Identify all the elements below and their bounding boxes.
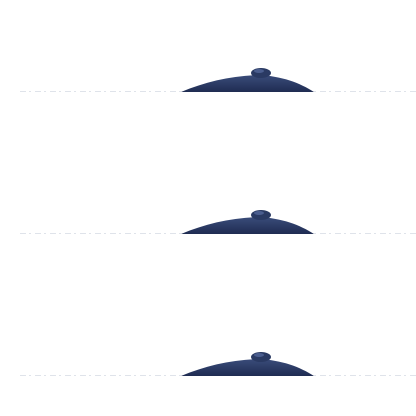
dome-top — [19, 67, 416, 93]
dome-bottom — [19, 351, 416, 377]
dome-middle — [19, 209, 416, 235]
